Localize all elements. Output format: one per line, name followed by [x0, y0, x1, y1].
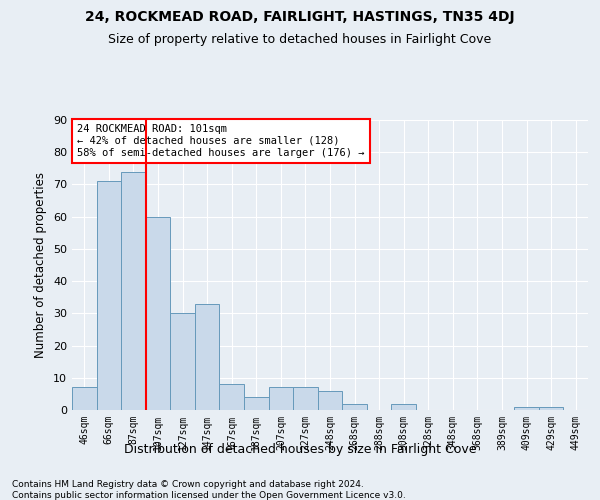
- Bar: [514, 407, 539, 410]
- Bar: [97, 181, 121, 410]
- Bar: [146, 216, 170, 410]
- Bar: [220, 384, 244, 410]
- Text: Contains HM Land Registry data © Crown copyright and database right 2024.: Contains HM Land Registry data © Crown c…: [12, 480, 364, 489]
- Bar: [539, 407, 563, 410]
- Bar: [170, 314, 195, 410]
- Bar: [318, 390, 342, 410]
- Bar: [293, 388, 318, 410]
- Bar: [244, 397, 269, 410]
- Y-axis label: Number of detached properties: Number of detached properties: [34, 172, 47, 358]
- Text: Contains public sector information licensed under the Open Government Licence v3: Contains public sector information licen…: [12, 491, 406, 500]
- Bar: [72, 388, 97, 410]
- Text: Distribution of detached houses by size in Fairlight Cove: Distribution of detached houses by size …: [124, 442, 476, 456]
- Bar: [391, 404, 416, 410]
- Text: 24, ROCKMEAD ROAD, FAIRLIGHT, HASTINGS, TN35 4DJ: 24, ROCKMEAD ROAD, FAIRLIGHT, HASTINGS, …: [85, 10, 515, 24]
- Text: 24 ROCKMEAD ROAD: 101sqm
← 42% of detached houses are smaller (128)
58% of semi-: 24 ROCKMEAD ROAD: 101sqm ← 42% of detach…: [77, 124, 365, 158]
- Bar: [269, 388, 293, 410]
- Bar: [195, 304, 220, 410]
- Text: Size of property relative to detached houses in Fairlight Cove: Size of property relative to detached ho…: [109, 32, 491, 46]
- Bar: [342, 404, 367, 410]
- Bar: [121, 172, 146, 410]
